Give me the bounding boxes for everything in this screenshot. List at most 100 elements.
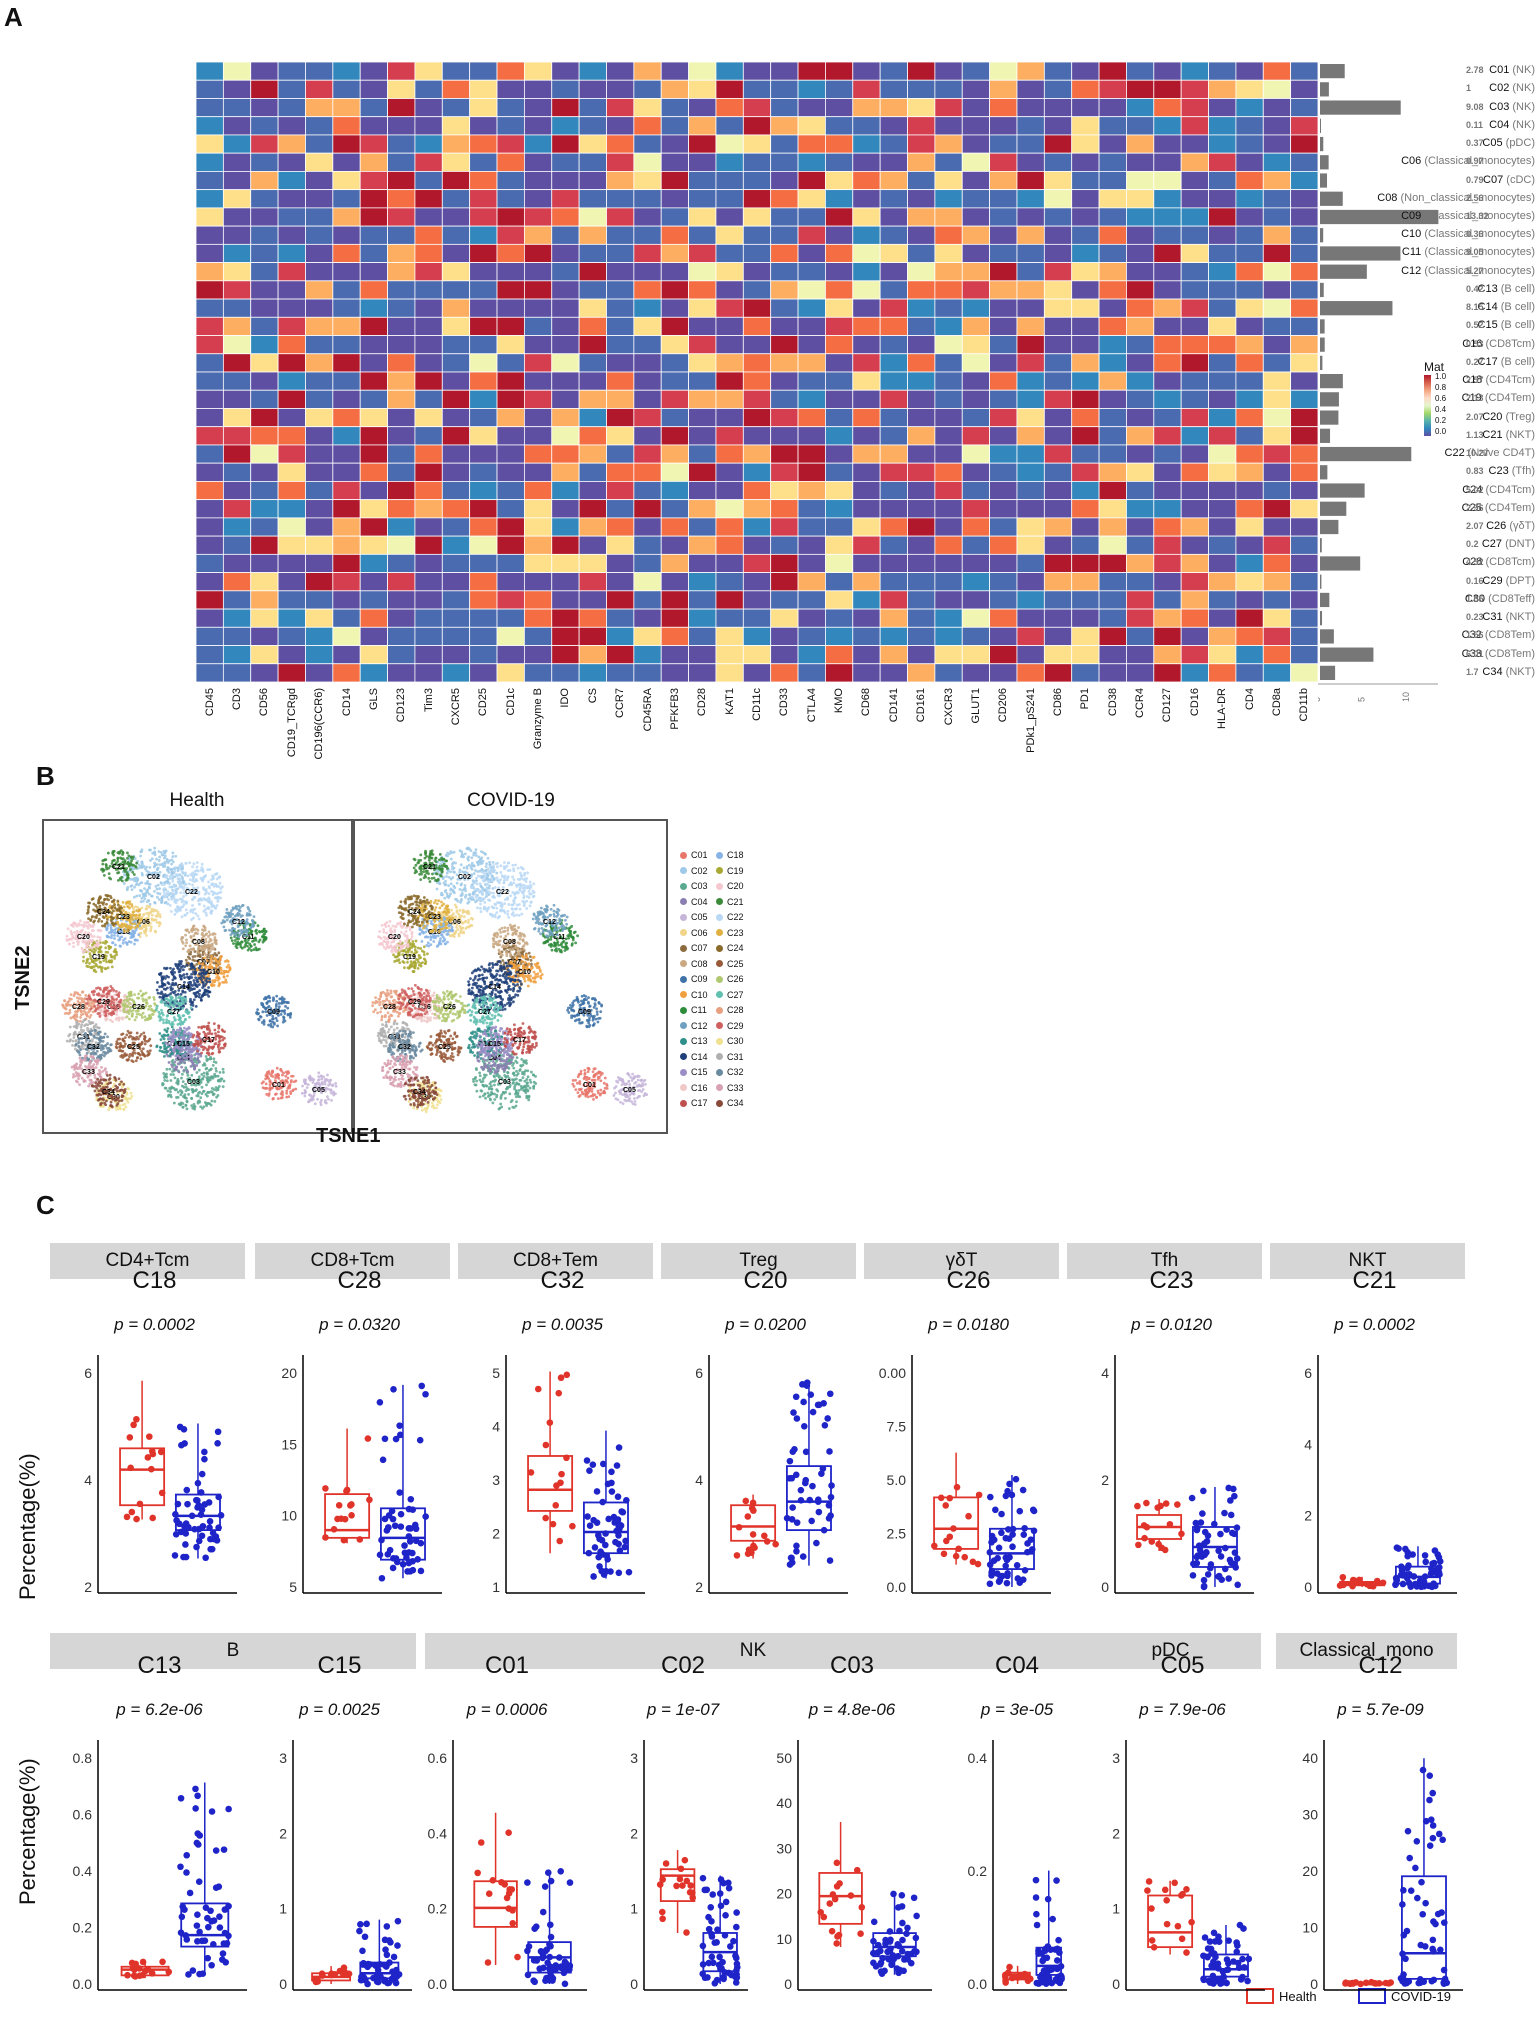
heatmap-cell — [852, 335, 881, 355]
tsne-point — [196, 1040, 200, 1043]
heatmap-cell — [1126, 134, 1155, 154]
heatmap-cell — [770, 481, 799, 501]
tsne-point — [274, 1016, 278, 1020]
tsne-point — [213, 1028, 217, 1032]
tsne-point — [168, 859, 172, 863]
tsne-point — [127, 1035, 131, 1039]
tsne-point — [156, 991, 160, 995]
tsne-point — [134, 925, 137, 929]
heatmap-cell — [1153, 517, 1182, 537]
heatmap-cell — [196, 626, 224, 646]
heatmap-cell — [770, 134, 799, 154]
heatmap-cell — [1262, 663, 1292, 682]
tsne-point — [282, 1015, 285, 1019]
heatmap-cell — [1180, 462, 1209, 482]
heatmap-cell — [196, 663, 224, 682]
heatmap-cell — [305, 298, 334, 318]
heatmap-cell — [633, 608, 662, 628]
tsne-point — [109, 945, 113, 949]
tsne-point — [210, 1090, 213, 1093]
tsne-point — [313, 1088, 317, 1092]
heatmap-cell — [852, 663, 881, 682]
heatmap-cell — [578, 371, 607, 391]
heatmap-cell — [660, 462, 689, 482]
tsne-point — [111, 1020, 114, 1024]
tsne-point — [186, 950, 190, 954]
heatmap-cell — [1071, 572, 1100, 592]
heatmap-cell — [606, 481, 635, 501]
tsne-point — [134, 879, 138, 883]
tsne-point — [65, 938, 69, 942]
tsne-point — [203, 956, 206, 960]
heatmap-cell — [688, 590, 717, 610]
tsne-point — [181, 879, 185, 883]
heatmap-cell — [1126, 116, 1155, 136]
heatmap-cell — [441, 152, 471, 172]
tsne-point — [147, 892, 151, 896]
tsne-point — [200, 944, 204, 948]
tsne-point — [222, 925, 226, 929]
tsne-cluster-label: C12 — [232, 919, 245, 926]
heatmap-cell — [934, 663, 963, 682]
tsne-point — [116, 878, 120, 882]
heatmap-cell — [961, 79, 991, 99]
tsne-point — [152, 996, 156, 999]
tsne-point — [193, 1063, 197, 1067]
heatmap-cell — [250, 535, 279, 555]
tsne-point — [282, 1071, 285, 1075]
heatmap-cell — [879, 626, 908, 646]
tsne-point — [329, 1078, 332, 1082]
heatmap-cell — [1235, 553, 1264, 573]
heatmap-cell — [387, 225, 416, 245]
tsne-point — [165, 1030, 169, 1034]
tsne-cluster-C21: C21 — [100, 849, 139, 883]
tsne-point — [133, 993, 136, 997]
heatmap-cell — [742, 481, 772, 501]
heatmap-cell — [414, 645, 443, 665]
heatmap-cell — [387, 590, 416, 610]
heatmap-cell — [551, 116, 580, 136]
tsne-point — [211, 1051, 215, 1055]
heatmap-cell — [551, 481, 580, 501]
heatmap-cell — [633, 444, 662, 464]
tsne-point — [248, 936, 251, 939]
tsne-point — [106, 951, 110, 954]
heatmap-cell — [1180, 590, 1209, 610]
tsne-point — [153, 929, 157, 933]
heatmap-cell — [852, 262, 881, 282]
tsne-point — [117, 909, 121, 913]
heatmap-cell — [742, 262, 772, 282]
heatmap-cell — [1180, 663, 1209, 682]
heatmap-cell — [934, 426, 963, 446]
tsne-point — [197, 892, 201, 896]
heatmap-cell — [1071, 335, 1100, 355]
tsne-point — [268, 999, 272, 1003]
tsne-point — [214, 1074, 218, 1078]
heatmap-cell — [1126, 553, 1155, 573]
heatmap-cell — [961, 663, 991, 682]
heatmap-cell — [1262, 389, 1292, 409]
heatmap-cell — [523, 280, 553, 300]
heatmap-cell — [715, 389, 744, 409]
tsne-point — [184, 913, 187, 917]
heatmap-cell — [332, 590, 361, 610]
heatmap-cell — [305, 262, 334, 282]
heatmap-cell — [825, 280, 854, 300]
heatmap-cell — [277, 608, 306, 628]
heatmap-cell — [332, 426, 361, 446]
heatmap-cell — [825, 663, 854, 682]
heatmap-cell — [1016, 62, 1045, 81]
tsne-point — [105, 928, 109, 932]
tsne-point — [182, 973, 186, 977]
heatmap-cell — [305, 626, 334, 646]
tsne-point — [172, 885, 176, 889]
tsne-point — [264, 1074, 268, 1078]
heatmap-cell — [770, 535, 799, 555]
cluster-proportion-bar — [1320, 647, 1374, 662]
tsne-point — [129, 990, 133, 994]
heatmap-cell — [1153, 280, 1182, 300]
tsne-cluster-C27: C27 — [154, 995, 193, 1027]
tsne-point — [160, 1034, 164, 1038]
heatmap-cell — [852, 353, 881, 373]
tsne-point — [167, 982, 171, 986]
